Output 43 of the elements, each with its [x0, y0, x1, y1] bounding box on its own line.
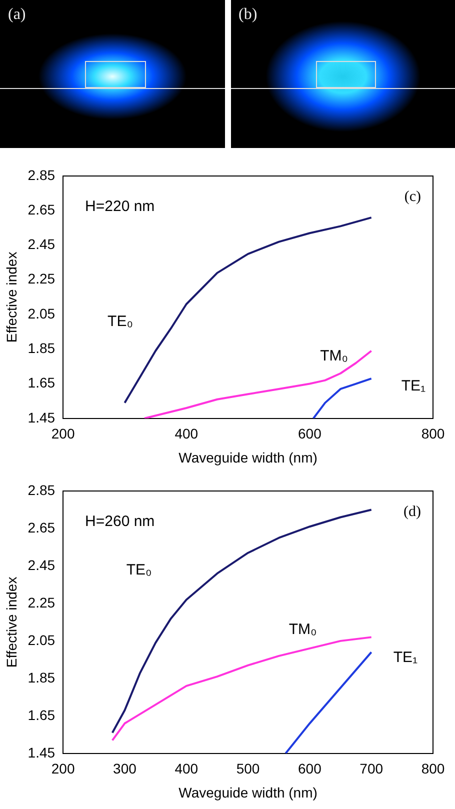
y-tick-label: 2.05 — [28, 305, 56, 322]
y-tick-label: 1.45 — [28, 744, 56, 760]
x-axis-title: Waveguide width (nm) — [178, 449, 318, 466]
x-tick-label: 200 — [51, 426, 75, 442]
y-tick-label: 2.25 — [28, 270, 56, 287]
y-axis-title: Effective index — [3, 576, 20, 668]
y-tick-label: 1.85 — [28, 669, 56, 686]
x-tick-label: 800 — [421, 760, 445, 777]
annotation: (c) — [404, 189, 421, 205]
y-tick-label: 2.85 — [28, 482, 56, 498]
y-tick-label: 1.45 — [28, 409, 56, 426]
text: TE₀ — [126, 562, 152, 579]
y-tick-label: 2.65 — [28, 201, 56, 218]
text: TE₀ — [108, 312, 133, 330]
x-tick-label: 500 — [236, 760, 260, 777]
x-tick-label: 400 — [174, 760, 198, 777]
y-tick-label: 1.65 — [28, 374, 56, 391]
annotation: H=260 nm — [85, 513, 155, 530]
y-tick-label: 1.85 — [28, 340, 56, 356]
series-label: TM₀ — [288, 620, 317, 638]
annotation: (d) — [404, 504, 421, 520]
x-tick-label: 400 — [174, 426, 198, 442]
y-tick-label: 2.45 — [28, 236, 56, 252]
y-tick-label: 2.65 — [28, 519, 56, 536]
x-tick-label: 700 — [360, 760, 384, 777]
y-tick-label: 2.85 — [28, 166, 56, 183]
series-label: TM₀ — [320, 347, 348, 364]
y-tick-label: 2.45 — [28, 556, 56, 573]
y-tick-label: 2.25 — [28, 594, 56, 610]
y-tick-label: 1.65 — [28, 706, 56, 723]
y-tick-label: 2.05 — [28, 632, 56, 648]
x-tick-label: 800 — [421, 426, 445, 442]
x-tick-label: 600 — [298, 426, 322, 442]
x-tick-label: 200 — [51, 760, 75, 777]
text: TE₁ — [401, 378, 426, 395]
y-axis-title: Effective index — [3, 252, 20, 343]
x-axis-title: Waveguide width (nm) — [178, 784, 318, 800]
text: (a) — [8, 6, 26, 24]
series-label: TE₁ — [393, 649, 418, 666]
x-tick-label: 600 — [298, 760, 322, 777]
x-tick-label: 300 — [113, 760, 137, 777]
annotation: H=220 nm — [85, 198, 155, 215]
text: (b) — [238, 6, 258, 24]
